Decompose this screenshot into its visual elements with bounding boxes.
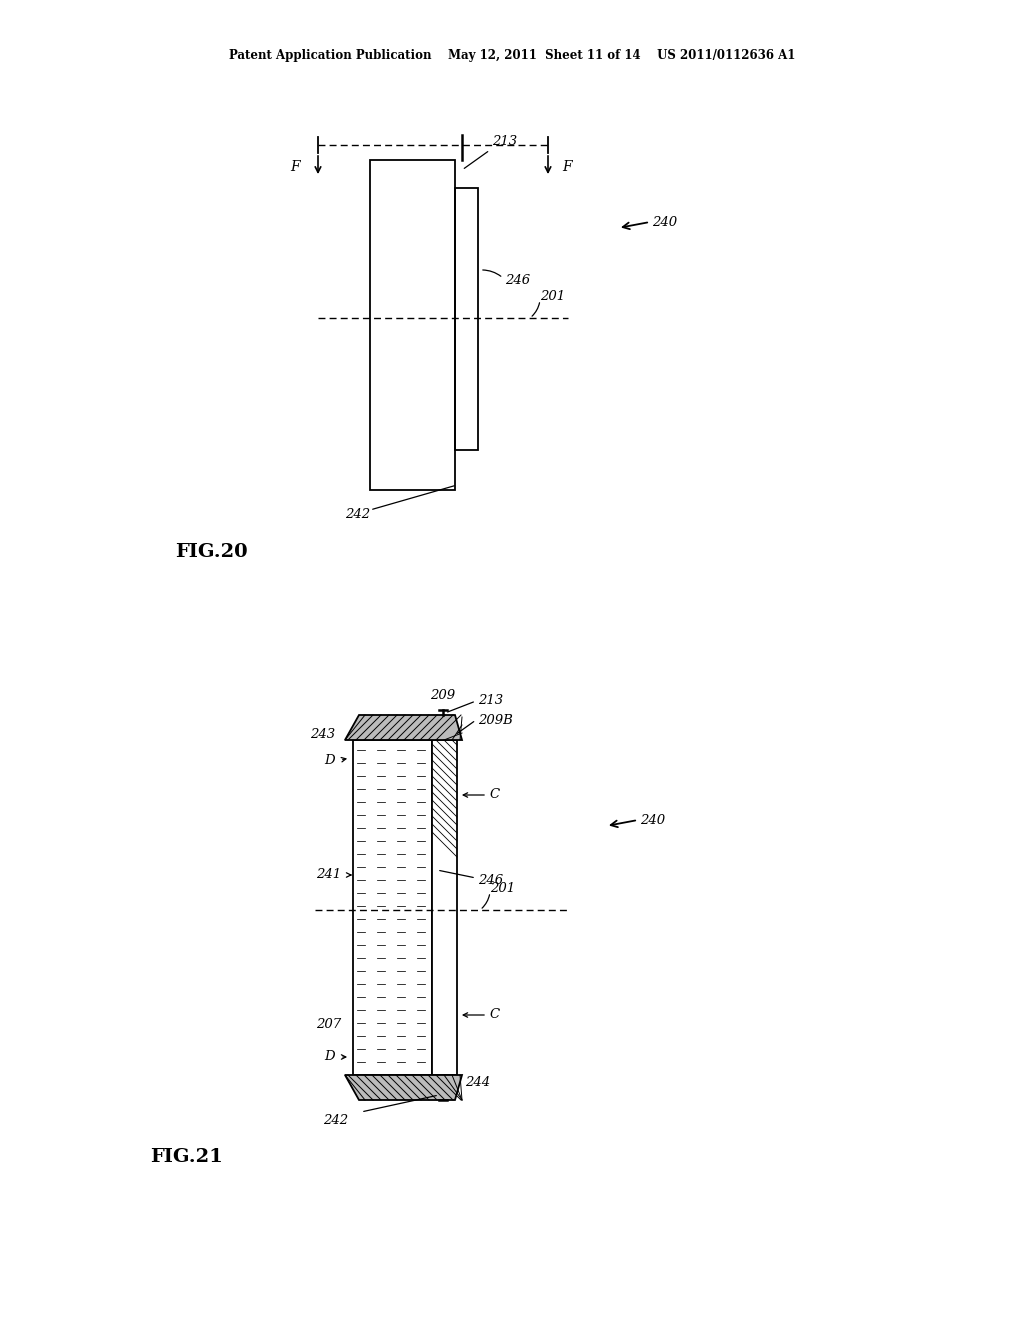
Polygon shape [345, 1074, 462, 1100]
Text: 242: 242 [345, 508, 370, 521]
Text: 201: 201 [540, 289, 565, 302]
Text: C: C [489, 1008, 499, 1022]
Text: Patent Application Publication    May 12, 2011  Sheet 11 of 14    US 2011/011263: Patent Application Publication May 12, 2… [228, 49, 796, 62]
Text: F: F [291, 160, 300, 174]
Text: C: C [489, 788, 499, 801]
Text: 244: 244 [465, 1077, 490, 1089]
Text: D: D [325, 754, 335, 767]
Polygon shape [432, 741, 457, 1074]
Text: 209B: 209B [478, 714, 513, 726]
Text: F: F [562, 160, 571, 174]
Text: 242: 242 [323, 1114, 348, 1127]
Text: 241: 241 [315, 869, 341, 882]
Text: D: D [325, 1051, 335, 1064]
Text: 246: 246 [505, 273, 530, 286]
Text: 240: 240 [652, 215, 677, 228]
Text: 246: 246 [478, 874, 503, 887]
Text: FIG.21: FIG.21 [150, 1148, 223, 1166]
Polygon shape [353, 741, 432, 1074]
Text: 213: 213 [478, 694, 503, 708]
Text: 243: 243 [310, 729, 335, 742]
Polygon shape [345, 715, 462, 741]
Text: FIG.20: FIG.20 [175, 543, 248, 561]
Text: 213: 213 [492, 135, 517, 148]
Text: 201: 201 [490, 882, 515, 895]
Text: 240: 240 [640, 813, 666, 826]
Text: 209: 209 [430, 689, 456, 702]
Text: 207: 207 [315, 1019, 341, 1031]
